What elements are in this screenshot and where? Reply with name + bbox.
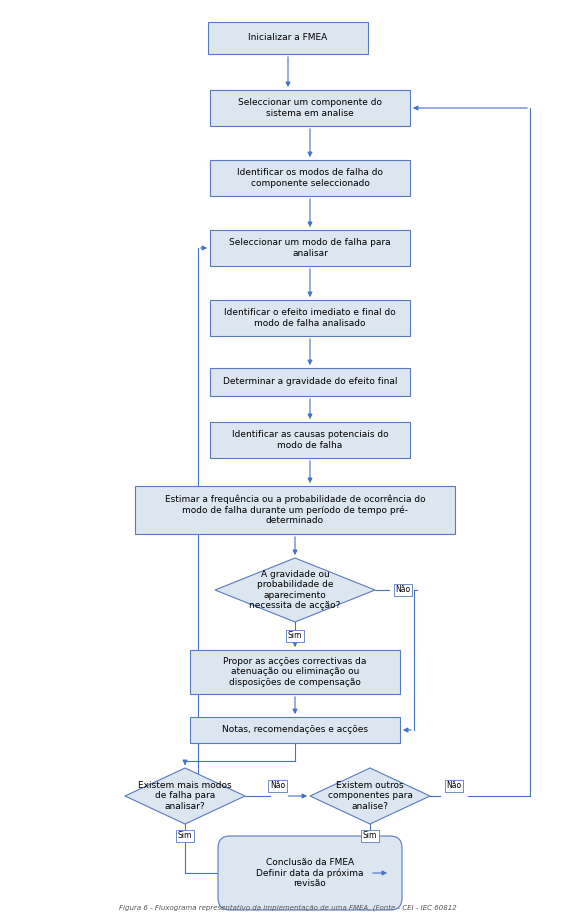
Text: Não: Não	[446, 781, 461, 790]
Text: Não: Não	[270, 781, 285, 790]
FancyBboxPatch shape	[218, 836, 402, 910]
Text: A gravidade ou
probabilidade de
aparecimento
necessita de acção?: A gravidade ou probabilidade de aparecim…	[249, 570, 340, 610]
Text: Determinar a gravidade do efeito final: Determinar a gravidade do efeito final	[223, 378, 397, 387]
Polygon shape	[215, 558, 375, 622]
Text: Conclusão da FMEA
Definir data da próxima
revisão: Conclusão da FMEA Definir data da próxim…	[256, 857, 364, 888]
Text: Sim: Sim	[288, 631, 302, 641]
Polygon shape	[310, 768, 430, 824]
FancyBboxPatch shape	[190, 650, 400, 694]
Text: Sim: Sim	[178, 832, 192, 841]
Text: Propor as acções correctivas da
atenuação ou eliminação ou
disposições de compen: Propor as acções correctivas da atenuaçã…	[223, 657, 367, 686]
Text: Estimar a frequência ou a probabilidade de ocorrência do
modo de falha durante u: Estimar a frequência ou a probabilidade …	[165, 494, 425, 526]
FancyBboxPatch shape	[210, 230, 410, 266]
Polygon shape	[125, 768, 245, 824]
Text: Inicializar a FMEA: Inicializar a FMEA	[248, 33, 328, 42]
FancyBboxPatch shape	[210, 300, 410, 336]
FancyBboxPatch shape	[210, 422, 410, 458]
Text: Figura 6 - Fluxograma representativo da implementação de uma FMEA, (Fonte - CEI : Figura 6 - Fluxograma representativo da …	[119, 904, 457, 911]
FancyBboxPatch shape	[210, 160, 410, 196]
Text: Identificar o efeito imediato e final do
modo de falha analisado: Identificar o efeito imediato e final do…	[224, 308, 396, 328]
FancyBboxPatch shape	[135, 486, 455, 534]
FancyBboxPatch shape	[210, 368, 410, 396]
FancyBboxPatch shape	[208, 22, 368, 54]
FancyBboxPatch shape	[190, 717, 400, 743]
Text: Identificar as causas potenciais do
modo de falha: Identificar as causas potenciais do modo…	[232, 430, 388, 449]
Text: Seleccionar um modo de falha para
analisar: Seleccionar um modo de falha para analis…	[229, 238, 391, 257]
FancyBboxPatch shape	[210, 90, 410, 126]
Text: Sim: Sim	[363, 832, 377, 841]
Text: Identificar os modos de falha do
componente seleccionado: Identificar os modos de falha do compone…	[237, 168, 383, 187]
Text: Seleccionar um componente do
sistema em analise: Seleccionar um componente do sistema em …	[238, 98, 382, 118]
Text: Notas, recomendações e acções: Notas, recomendações e acções	[222, 725, 368, 734]
Text: Existem outros
componentes para
analise?: Existem outros componentes para analise?	[328, 781, 412, 811]
Text: Existem mais modos
de falha para
analisar?: Existem mais modos de falha para analisa…	[138, 781, 232, 811]
Text: Não: Não	[396, 585, 411, 595]
